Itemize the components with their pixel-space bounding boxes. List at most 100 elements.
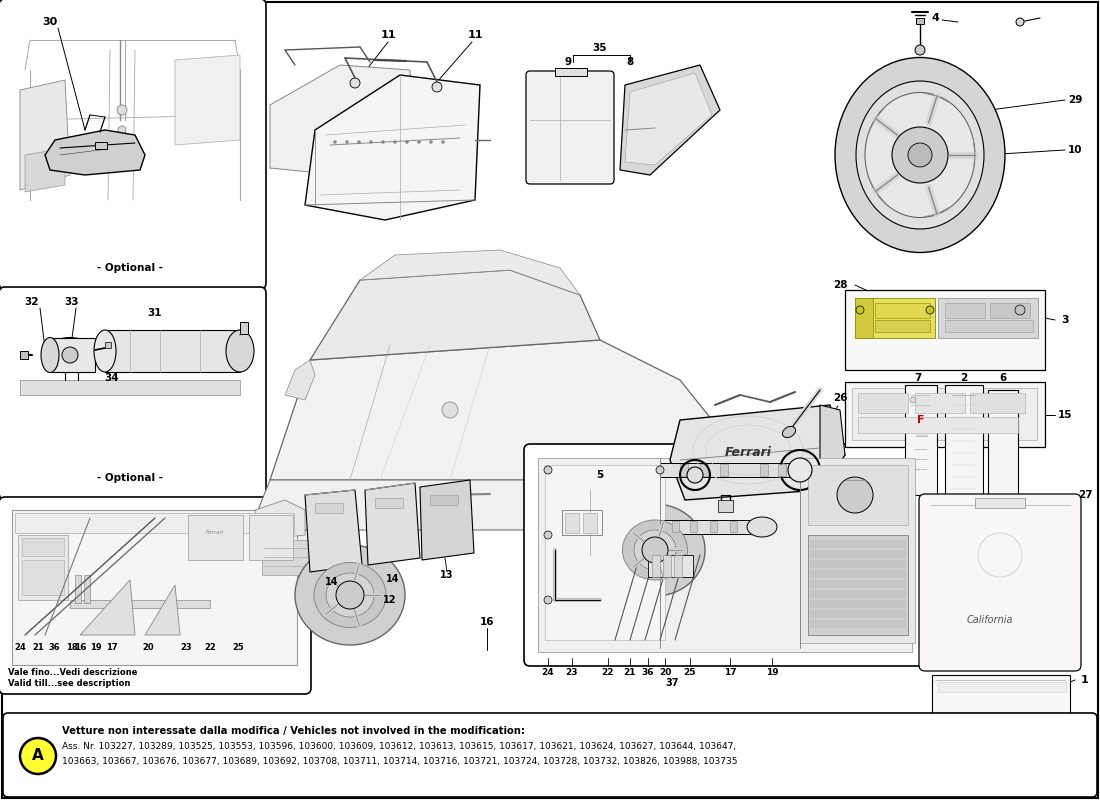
Bar — [680, 464, 688, 476]
Text: ═══: ═══ — [914, 432, 927, 438]
Text: 21: 21 — [624, 668, 636, 677]
Ellipse shape — [226, 330, 254, 372]
Ellipse shape — [747, 517, 777, 537]
Text: California: California — [967, 615, 1013, 625]
Text: 19: 19 — [90, 643, 102, 653]
Bar — [674, 555, 682, 577]
Bar — [538, 458, 912, 652]
Bar — [970, 393, 1025, 413]
Bar — [562, 510, 602, 535]
Text: A: A — [32, 749, 44, 763]
Bar — [760, 464, 768, 476]
Bar — [990, 303, 1030, 318]
Ellipse shape — [326, 573, 374, 617]
Bar — [262, 540, 322, 575]
Text: 27: 27 — [1078, 490, 1092, 500]
Bar — [648, 555, 693, 577]
Polygon shape — [820, 405, 845, 490]
Bar — [808, 465, 908, 525]
Bar — [84, 575, 90, 603]
Bar — [800, 458, 915, 643]
Bar — [583, 513, 597, 533]
Bar — [20, 380, 240, 395]
Text: 37: 37 — [666, 678, 679, 688]
Bar — [988, 390, 1018, 498]
Text: 13: 13 — [440, 570, 453, 580]
Text: 36: 36 — [641, 668, 654, 677]
Bar — [315, 503, 343, 513]
Text: 36: 36 — [48, 643, 59, 653]
Text: passion for performance: passion for performance — [202, 327, 758, 673]
Bar — [938, 298, 1038, 338]
Bar — [660, 520, 760, 534]
Bar — [916, 18, 924, 24]
Bar — [845, 382, 1045, 447]
Bar — [22, 560, 64, 595]
Circle shape — [856, 306, 864, 314]
Ellipse shape — [295, 545, 405, 645]
Text: ────: ──── — [914, 447, 927, 453]
Circle shape — [429, 141, 432, 143]
Bar — [710, 521, 717, 532]
Circle shape — [432, 82, 442, 92]
Bar — [12, 510, 297, 665]
Text: 4: 4 — [931, 13, 939, 23]
Circle shape — [1016, 18, 1024, 26]
Bar — [95, 142, 107, 149]
Polygon shape — [305, 490, 362, 572]
Polygon shape — [25, 148, 65, 192]
FancyBboxPatch shape — [0, 497, 311, 694]
Text: - Optional -: - Optional - — [97, 473, 163, 483]
Bar — [975, 498, 1025, 508]
Polygon shape — [575, 480, 620, 555]
Text: 24: 24 — [14, 643, 26, 653]
Bar — [845, 290, 1045, 370]
Text: 23: 23 — [180, 643, 191, 653]
Text: 2: 2 — [960, 373, 968, 383]
Bar — [810, 600, 906, 608]
Bar — [855, 298, 873, 338]
Bar — [556, 68, 587, 76]
FancyBboxPatch shape — [3, 713, 1097, 797]
Polygon shape — [250, 530, 350, 595]
Bar — [15, 513, 294, 533]
Ellipse shape — [45, 338, 95, 373]
Bar — [660, 463, 800, 477]
Circle shape — [892, 127, 948, 183]
Text: 33: 33 — [65, 297, 79, 307]
Circle shape — [406, 141, 408, 143]
Text: 9: 9 — [564, 57, 572, 67]
Circle shape — [688, 467, 703, 483]
Text: 11: 11 — [468, 30, 483, 40]
Text: 8: 8 — [626, 57, 634, 67]
Circle shape — [915, 45, 925, 55]
Text: 29: 29 — [1068, 95, 1082, 105]
Circle shape — [20, 738, 56, 774]
Bar — [690, 521, 697, 532]
Text: 16: 16 — [74, 643, 86, 653]
Bar — [810, 560, 906, 568]
Circle shape — [358, 141, 361, 143]
Bar — [75, 575, 81, 603]
Polygon shape — [285, 360, 315, 400]
Text: Ferrari: Ferrari — [617, 374, 744, 466]
Text: 28: 28 — [833, 280, 847, 290]
Bar — [915, 393, 965, 413]
Bar — [810, 570, 906, 578]
Text: Vale fino...Vedi descrizione: Vale fino...Vedi descrizione — [8, 668, 137, 677]
Circle shape — [336, 581, 364, 609]
Bar — [810, 550, 906, 558]
Circle shape — [926, 306, 934, 314]
Text: 25: 25 — [684, 668, 696, 677]
Text: 31: 31 — [147, 308, 163, 318]
Text: 35: 35 — [593, 43, 607, 53]
Text: Ferrari: Ferrari — [206, 530, 224, 534]
Ellipse shape — [314, 562, 386, 627]
Bar — [945, 303, 984, 318]
Polygon shape — [670, 405, 845, 500]
Bar — [22, 538, 64, 556]
Polygon shape — [145, 585, 180, 635]
Text: 26: 26 — [833, 393, 847, 403]
Bar — [718, 500, 733, 512]
Bar — [18, 535, 68, 600]
